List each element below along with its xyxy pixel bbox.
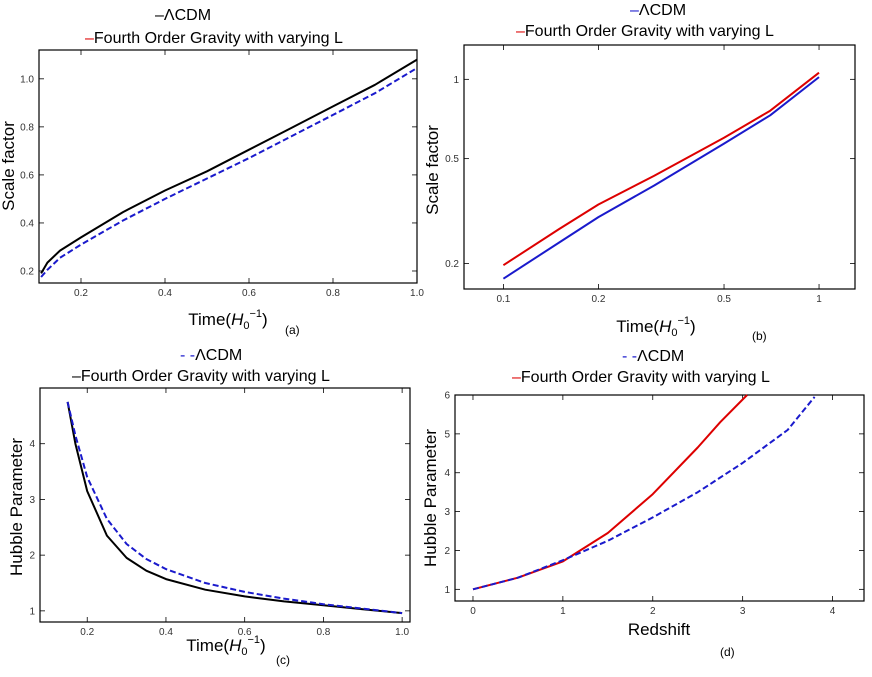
- x-ticks-b: 0.1 0.2 0.5 1: [496, 45, 822, 305]
- legend-entry-b-2: –Fourth Order Gravity with varying L: [516, 23, 774, 40]
- x-tick-label-b-2: 0.5: [717, 294, 731, 305]
- y-axis-label-b: Scale factor: [423, 125, 442, 215]
- x-tick-label-a-0: 0.2: [74, 288, 88, 299]
- x-axis-label-a: Time(H0−1): [188, 308, 267, 332]
- series-line-b-red: [502, 71, 820, 267]
- series-b: [502, 71, 820, 280]
- legend-entry-d-2: –Fourth Order Gravity with varying L: [512, 369, 770, 386]
- y-ticks-a: 0.2 0.4 0.6 0.8 1.0: [20, 74, 417, 277]
- series-line-c-solid: [66, 401, 403, 615]
- panel-b: –ΛCDM –Fourth Order Gravity with varying…: [423, 2, 856, 343]
- y-tick-label-b-1: 0.5: [445, 154, 459, 165]
- y-tick-label-a-3: 0.8: [20, 122, 34, 133]
- series-line-d-dashed: [472, 396, 816, 591]
- y-tick-label-b-2: 1: [453, 75, 459, 86]
- panel-d: - -ΛCDM –Fourth Order Gravity with varyi…: [421, 348, 865, 659]
- series-line-a-dashed: [40, 67, 418, 278]
- y-tick-label-d-0: 1: [444, 585, 450, 596]
- x-tick-label-d-0: 0: [470, 606, 476, 617]
- series-line-b-blue: [502, 76, 820, 280]
- panel-c: - -ΛCDM –Fourth Order Gravity with varyi…: [7, 347, 411, 667]
- x-tick-label-c-3: 0.8: [316, 627, 330, 638]
- plot-frame-c: [39, 387, 411, 623]
- y-tick-label-a-4: 1.0: [20, 74, 34, 85]
- legend-entry-c-2: –Fourth Order Gravity with varying L: [72, 368, 330, 385]
- y-ticks-d: 1 2 3 4 5 6: [444, 391, 864, 596]
- y-tick-label-d-2: 3: [444, 507, 450, 518]
- legend-entry-a-1: –ΛCDM: [155, 7, 211, 24]
- y-tick-label-c-3: 4: [29, 439, 35, 450]
- x-tick-label-d-3: 3: [740, 606, 746, 617]
- y-tick-label-b-0: 0.2: [445, 259, 459, 270]
- y-tick-label-d-4: 5: [444, 429, 450, 440]
- x-axis-label-b: Time(H0−1): [616, 315, 695, 339]
- y-tick-label-a-0: 0.2: [20, 266, 34, 277]
- legend-entry-d-1: - -ΛCDM: [622, 348, 684, 365]
- y-ticks-c: 1 2 3 4: [29, 439, 410, 617]
- panel-label-b: (b): [752, 329, 767, 343]
- series-line-d-red: [472, 394, 748, 591]
- panel-label-a: (a): [285, 323, 300, 337]
- x-tick-label-c-2: 0.6: [238, 627, 252, 638]
- legend-entry-a-2: –Fourth Order Gravity with varying L: [85, 30, 343, 47]
- legend-entry-b-1: –ΛCDM: [630, 2, 686, 19]
- x-axis-label-c: Time(H0−1): [186, 634, 265, 658]
- x-tick-label-b-1: 0.2: [591, 294, 605, 305]
- x-ticks-a: 0.2 0.4 0.6 0.8 1.0: [74, 50, 424, 299]
- y-tick-label-c-1: 2: [29, 551, 35, 562]
- x-tick-label-b-0: 0.1: [496, 294, 510, 305]
- y-tick-label-d-3: 4: [444, 468, 450, 479]
- x-tick-label-b-3: 1: [816, 294, 822, 305]
- y-tick-label-d-5: 6: [444, 391, 450, 402]
- x-tick-label-a-2: 0.6: [242, 288, 256, 299]
- x-ticks-c: 0.2 0.4 0.6 0.8 1.0: [80, 388, 410, 638]
- series-line-c-dashed: [66, 401, 403, 615]
- y-tick-label-d-1: 2: [444, 546, 450, 557]
- plot-frame-b: [463, 44, 856, 290]
- legend-entry-c-1: - -ΛCDM: [180, 347, 242, 364]
- series-c: [66, 401, 403, 615]
- series-line-a-solid: [40, 58, 418, 274]
- x-tick-label-d-2: 2: [650, 606, 656, 617]
- series-d: [472, 394, 816, 591]
- y-tick-label-c-2: 3: [29, 495, 35, 506]
- panel-label-d: (d): [720, 645, 735, 659]
- y-axis-label-a: Scale factor: [0, 121, 18, 211]
- x-tick-label-c-0: 0.2: [80, 627, 94, 638]
- panel-a: –ΛCDM –Fourth Order Gravity with varying…: [0, 7, 424, 337]
- x-tick-label-c-4: 1.0: [395, 627, 409, 638]
- x-tick-label-a-3: 0.8: [326, 288, 340, 299]
- panel-label-c: (c): [276, 653, 290, 667]
- y-axis-label-d: Hubble Parameter: [421, 429, 440, 567]
- x-tick-label-d-4: 4: [830, 606, 836, 617]
- y-tick-label-a-2: 0.6: [20, 170, 34, 181]
- y-tick-label-a-1: 0.4: [20, 218, 34, 229]
- plot-frame-a: [38, 49, 418, 284]
- x-tick-label-a-1: 0.4: [158, 288, 172, 299]
- y-tick-label-c-0: 1: [29, 606, 35, 617]
- x-axis-label-d: Redshift: [628, 620, 691, 639]
- y-axis-label-c: Hubble Parameter: [7, 438, 26, 576]
- x-tick-label-c-1: 0.4: [159, 627, 173, 638]
- series-a: [40, 58, 418, 278]
- plot-frame-d: [454, 394, 865, 602]
- x-tick-label-a-4: 1.0: [410, 288, 424, 299]
- y-ticks-b: 0.2 0.5 1: [445, 75, 855, 270]
- x-ticks-d: 0 1 2 3 4: [470, 395, 836, 617]
- x-tick-label-d-1: 1: [560, 606, 566, 617]
